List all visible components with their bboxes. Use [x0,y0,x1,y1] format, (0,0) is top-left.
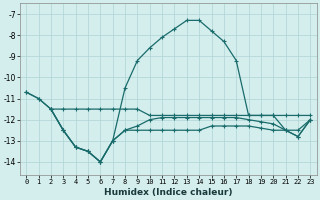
X-axis label: Humidex (Indice chaleur): Humidex (Indice chaleur) [104,188,233,197]
